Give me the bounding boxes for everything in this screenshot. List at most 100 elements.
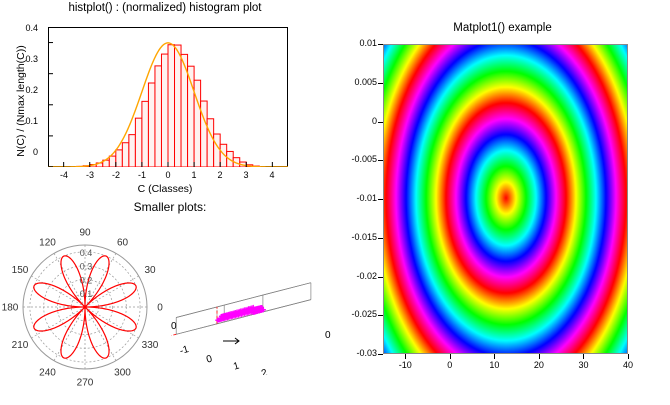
- matplot-ytick-label: 0: [371, 115, 377, 126]
- polar-plot-area: 0 30 60 90 120 150 180 210 240 270 300 330 0.1 0.2 0.3…: [2, 228, 164, 389]
- param3d-plot-panel: -1 0 1 2 0 0: [165, 245, 340, 380]
- param3d-marker-group: [215, 304, 266, 323]
- histogram-y-axis-label: N(C) / (Nmax length(C)): [15, 45, 27, 157]
- param3d-arrow-icon: [223, 337, 240, 345]
- polar-grid-spoke: [84, 306, 139, 339]
- histogram-panel: histplot() : (normalized) histogram plot…: [0, 0, 330, 200]
- polar-radial-label: 0.1: [80, 289, 93, 299]
- matplot-xtick-mark: [583, 354, 585, 359]
- histogram-xtick: -1: [137, 170, 146, 180]
- param3d-axis-line: [171, 333, 177, 336]
- matplot-ytick-label: -0.015: [351, 231, 377, 242]
- histogram-xtick: 1: [191, 170, 197, 180]
- matplot-ytick-label: -0.005: [351, 154, 377, 165]
- histogram-bar: [160, 53, 169, 167]
- param3d-grid-line: [227, 308, 276, 322]
- histogram-ytick: 0.3: [25, 54, 38, 64]
- matplot-xtick-label: -10: [398, 360, 412, 370]
- histogram-x-axis-label: C (Classes): [137, 183, 193, 195]
- histogram-bar: [206, 118, 215, 167]
- histogram-bar: [213, 133, 221, 167]
- matplot-ytick-mark: [378, 160, 383, 162]
- param3d-xtick-label: 2: [260, 367, 269, 375]
- polar-angle-label: 30: [144, 265, 156, 276]
- matplot-xtick-label: 10: [489, 360, 500, 370]
- histogram-ytick: 0: [32, 147, 38, 157]
- matplot-ytick-mark: [378, 354, 383, 355]
- histogram-bar: [174, 44, 182, 167]
- polar-plot-panel: 0 30 60 90 120 150 180 210 240 270 300 330 0.1 0.2 0.3…: [0, 215, 175, 400]
- histogram-bar: [167, 44, 176, 167]
- histogram-bar: [154, 65, 162, 167]
- matplot-ytick-label: 0.005: [354, 76, 377, 87]
- matplot-ytick-label: -0.025: [351, 309, 377, 320]
- param3d-xtick-label: -1: [179, 344, 191, 357]
- matplot-xtick-label: 20: [533, 360, 544, 370]
- histogram-ytick: 0.1: [25, 116, 38, 126]
- matplot-ytick-label: -0.03: [356, 348, 377, 358]
- polar-angle-label: 270: [77, 378, 94, 389]
- polar-grid-spoke: [53, 306, 86, 361]
- param3d-xtick-label: 1: [232, 360, 241, 372]
- polar-radial-label: 0.4: [80, 248, 93, 258]
- param3d-plot-area: -1 0 1 2 0 0: [171, 282, 331, 380]
- histogram-title: histplot() : (normalized) histogram plot: [68, 2, 262, 14]
- histogram-xtick: 0: [165, 170, 171, 180]
- matplot-ytick-mark: [378, 82, 383, 84]
- histogram-overlay-curve: [48, 42, 288, 167]
- histogram-bar: [147, 82, 156, 167]
- polar-grid-circle: [29, 251, 141, 363]
- histogram-bar: [134, 117, 143, 167]
- histogram-ytick: 0.2: [25, 85, 38, 95]
- matplot-title: Matplot1() example: [453, 22, 552, 34]
- polar-angle-label: 60: [117, 238, 129, 249]
- polar-angle-label: 300: [114, 368, 131, 379]
- matplot-xtick-mark: [628, 354, 629, 359]
- matplot-xtick-mark: [494, 354, 496, 359]
- matplot-ytick-label: -0.01: [356, 193, 377, 203]
- histogram-xtick: -3: [85, 170, 94, 180]
- matplot-ytick-mark: [378, 315, 383, 317]
- histogram-bar: [121, 142, 130, 167]
- matplot-ytick-mark: [378, 199, 383, 200]
- polar-rose-curve: [33, 255, 137, 359]
- smaller-plots-caption: Smaller plots:: [133, 200, 207, 214]
- matplot-ytick-label: -0.02: [356, 270, 377, 281]
- matplot-ytick-mark: [378, 44, 383, 45]
- polar-grid-spoke: [31, 306, 86, 339]
- histogram-ytick: 0.4: [25, 23, 38, 33]
- param3d-box-edge: [224, 282, 311, 306]
- matplot-ytick-mark: [378, 121, 383, 123]
- histogram-xtick: -4: [59, 170, 68, 180]
- polar-angle-label: 150: [12, 265, 29, 276]
- matplot-xtick-mark: [449, 354, 451, 359]
- histogram-xtick: -2: [111, 170, 120, 180]
- matplot-ytick-label: 0.01: [359, 38, 377, 48]
- polar-angle-label: 120: [39, 238, 56, 249]
- histogram-xtick: 2: [217, 170, 223, 180]
- polar-angle-label: 90: [79, 228, 91, 239]
- matplot-xtick-mark: [405, 354, 407, 359]
- histogram-bar: [108, 155, 117, 167]
- matplot-ytick-mark: [378, 276, 383, 278]
- polar-angle-label: 180: [2, 303, 19, 314]
- histogram-bar: [115, 149, 123, 167]
- histogram-plot-area: [48, 42, 288, 167]
- param3d-ytick-label: 0: [171, 321, 177, 332]
- matplot-ytick-mark: [378, 237, 383, 239]
- matplot-xtick-label: 0: [447, 360, 453, 370]
- polar-radial-label: 0.2: [80, 275, 93, 285]
- histogram-xtick: 4: [269, 170, 275, 180]
- matplot-xtick-label: 40: [622, 360, 633, 370]
- histogram-xtick: 3: [243, 170, 249, 180]
- param3d-xtick-label: 0: [205, 353, 214, 365]
- matplot-xtick-label: 30: [578, 360, 589, 370]
- matplot-xtick-mark: [538, 354, 540, 359]
- histogram-bar: [141, 100, 149, 167]
- polar-radial-label: 0.3: [80, 262, 93, 272]
- param3d-ztick-label: 0: [325, 330, 331, 341]
- polar-angle-label: 330: [142, 340, 159, 351]
- polar-grid-spoke: [84, 275, 139, 308]
- matplot-panel: Matplot1() example 0.01 0.005 0 -0.005 -0.01…: [335, 20, 670, 380]
- polar-angle-label: 240: [39, 368, 56, 379]
